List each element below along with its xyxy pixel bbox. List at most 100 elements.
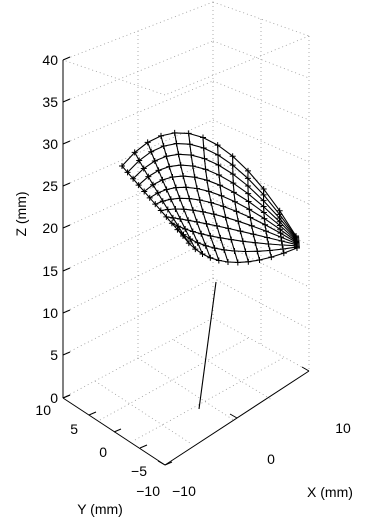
surface-stem <box>198 281 217 410</box>
surface-point-marker <box>246 206 253 213</box>
grid-lines <box>62 1 310 444</box>
x-axis-label: X (mm) <box>307 484 353 500</box>
surface-point-marker <box>189 228 196 235</box>
z-tick-label: 40 <box>42 52 58 68</box>
surface-point-marker <box>189 207 196 214</box>
surface-point-marker <box>205 188 212 195</box>
surface-point-marker <box>215 161 222 168</box>
surface-point-marker <box>169 174 176 181</box>
surface-point-marker <box>157 207 164 214</box>
x-tick-labels: −10 0 10 <box>172 420 351 499</box>
surface-point-marker <box>146 194 153 201</box>
surface-point-marker <box>201 155 208 162</box>
surface-point-marker <box>225 259 231 265</box>
surface-point-marker <box>164 206 171 213</box>
x-tick-marks <box>157 366 310 466</box>
surface-point-marker <box>254 248 261 255</box>
surface-point-marker <box>152 201 159 208</box>
surface-point-marker <box>177 215 184 222</box>
surface-point-marker <box>180 231 187 238</box>
surface-point-marker <box>180 206 187 213</box>
surface-point-marker <box>229 153 236 160</box>
mesh-column-line <box>121 165 184 237</box>
y-tick-labels: 10 5 0 −5 −10 <box>35 402 160 499</box>
surface-point-marker <box>280 246 287 253</box>
surface-point-marker <box>172 206 179 213</box>
surface-point-marker <box>231 198 238 205</box>
surface-point-marker <box>245 167 251 174</box>
surface-point-marker <box>214 142 221 149</box>
surface-point-marker <box>245 190 252 197</box>
surface-point-marker <box>268 254 275 261</box>
mesh-row-line <box>121 132 297 237</box>
surface-point-marker <box>175 223 182 230</box>
surface-point-marker <box>180 173 187 180</box>
surface-point-marker <box>187 236 194 243</box>
surface-point-marker <box>175 151 182 158</box>
surface-point-marker <box>207 254 214 261</box>
surface-point-marker <box>245 258 252 265</box>
surface-point-marker <box>228 236 235 243</box>
surface-point-marker <box>192 246 199 253</box>
surface-point-marker <box>260 203 267 210</box>
z-tick-label: 0 <box>50 390 58 406</box>
surface-point-marker <box>237 228 244 235</box>
surface-point-marker <box>247 214 254 221</box>
surface-point-marker <box>145 173 152 180</box>
surface-point-marker <box>163 153 170 160</box>
surface-point-marker <box>235 218 242 225</box>
surface-point-marker <box>203 220 210 227</box>
z-tick-marks <box>62 56 71 399</box>
surface-point-marker <box>183 184 190 191</box>
mesh-column-line <box>134 152 190 244</box>
surface-point-marker <box>233 208 240 215</box>
surface-point-marker <box>245 198 252 205</box>
x-tick-label: −10 <box>172 483 196 499</box>
surface-point-marker <box>185 217 192 224</box>
z-tick-label: 35 <box>42 94 58 110</box>
surface-markers <box>119 129 300 266</box>
surface-point-marker <box>140 165 147 172</box>
surface-point-marker <box>166 163 173 170</box>
surface-point-marker <box>194 185 201 192</box>
surface-point-marker <box>229 171 236 178</box>
surface-point-marker <box>196 197 203 204</box>
surface-point-marker <box>265 240 272 247</box>
surface-point-marker <box>207 232 214 239</box>
surface-point-marker <box>186 195 193 202</box>
surface-point-marker <box>260 197 267 204</box>
surface-point-marker <box>256 257 263 263</box>
surface-point-marker <box>172 184 179 191</box>
surface-point-marker <box>144 139 151 146</box>
surface-point-marker <box>200 145 207 152</box>
surface-point-marker <box>234 259 241 266</box>
surface-point-marker <box>136 157 143 164</box>
surface-point-marker <box>225 225 232 232</box>
surface-point-marker <box>160 143 167 150</box>
surface-point-marker <box>168 220 175 227</box>
surface-point-marker <box>244 183 251 190</box>
surface-point-marker <box>177 162 184 169</box>
surface-point-marker <box>176 195 183 202</box>
surface-point-marker <box>159 198 166 205</box>
surface-point-marker <box>210 211 217 218</box>
surface-point-marker <box>216 172 223 179</box>
mesh-column-line <box>202 137 229 263</box>
surface-point-marker <box>230 189 237 196</box>
surface-point-marker <box>193 218 200 225</box>
z-tick-label: 5 <box>50 347 58 363</box>
surface-point-marker <box>189 163 196 170</box>
surface-point-marker <box>294 245 300 251</box>
surface-point-marker <box>182 225 189 232</box>
surface-point-marker <box>154 189 161 196</box>
surface-point-marker <box>264 234 271 241</box>
surface-point-marker <box>191 174 198 181</box>
surface-point-marker <box>220 203 227 210</box>
surface-point-marker <box>213 222 220 229</box>
surface-point-marker <box>194 239 201 246</box>
surface-point-marker <box>158 132 164 139</box>
surface-point-marker <box>260 209 267 216</box>
surface-point-marker <box>239 238 246 245</box>
surface-point-marker <box>242 248 249 255</box>
axes <box>62 60 310 466</box>
